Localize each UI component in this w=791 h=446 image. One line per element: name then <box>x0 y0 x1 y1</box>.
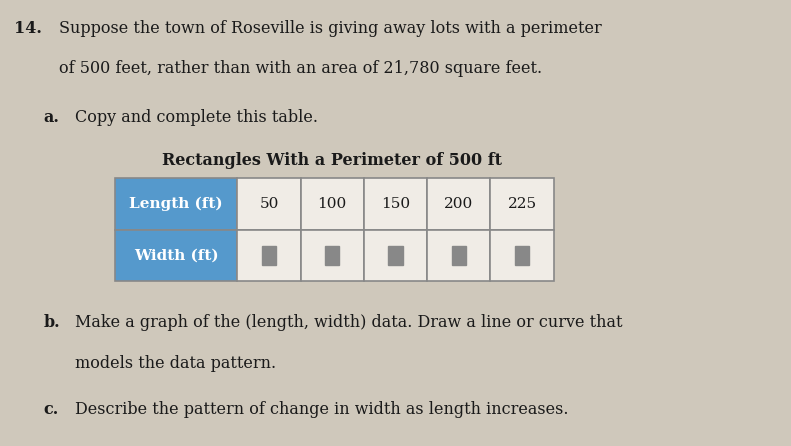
Text: models the data pattern.: models the data pattern. <box>75 355 276 372</box>
Bar <box>301 178 364 230</box>
Text: Width (ft): Width (ft) <box>134 248 218 262</box>
Text: 14.: 14. <box>14 20 42 37</box>
Text: c.: c. <box>44 401 59 418</box>
Bar <box>262 246 276 265</box>
Text: Length (ft): Length (ft) <box>129 197 223 211</box>
Bar <box>325 246 339 265</box>
Text: 150: 150 <box>381 197 410 211</box>
Bar <box>452 246 466 265</box>
Bar <box>301 230 364 281</box>
Text: 225: 225 <box>508 197 536 211</box>
Text: 100: 100 <box>318 197 346 211</box>
Text: Copy and complete this table.: Copy and complete this table. <box>75 109 318 126</box>
Text: Describe the pattern of change in width as length increases.: Describe the pattern of change in width … <box>75 401 569 418</box>
Bar <box>490 230 554 281</box>
Text: a.: a. <box>44 109 59 126</box>
Text: Rectangles With a Perimeter of 500 ft: Rectangles With a Perimeter of 500 ft <box>162 152 502 169</box>
Text: Make a graph of the (length, width) data. Draw a line or curve that: Make a graph of the (length, width) data… <box>75 314 623 331</box>
Bar <box>388 246 403 265</box>
Bar <box>515 246 529 265</box>
Bar <box>115 230 237 281</box>
Bar <box>237 230 301 281</box>
Bar <box>427 178 490 230</box>
Bar <box>237 178 301 230</box>
Text: 200: 200 <box>445 197 473 211</box>
Bar <box>364 230 427 281</box>
Bar <box>427 230 490 281</box>
Bar <box>115 178 237 230</box>
Text: Suppose the town of Roseville is giving away lots with a perimeter: Suppose the town of Roseville is giving … <box>59 20 602 37</box>
Text: b.: b. <box>44 314 60 331</box>
Bar <box>490 178 554 230</box>
Text: of 500 feet, rather than with an area of 21,780 square feet.: of 500 feet, rather than with an area of… <box>59 60 543 77</box>
Bar <box>364 178 427 230</box>
Text: 50: 50 <box>259 197 278 211</box>
